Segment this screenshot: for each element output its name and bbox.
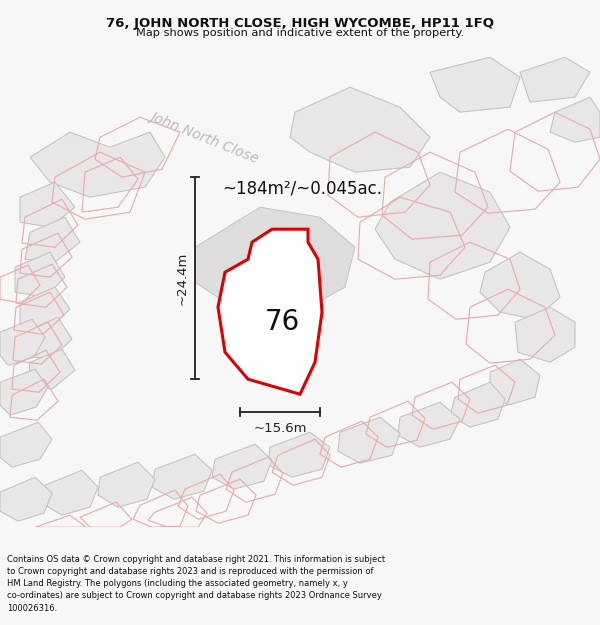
Text: 76: 76	[265, 308, 299, 336]
Polygon shape	[480, 253, 560, 319]
Polygon shape	[0, 319, 45, 365]
Polygon shape	[375, 173, 510, 279]
Text: Contains OS data © Crown copyright and database right 2021. This information is : Contains OS data © Crown copyright and d…	[7, 555, 385, 612]
Polygon shape	[212, 444, 272, 489]
Polygon shape	[28, 349, 75, 389]
Polygon shape	[195, 208, 355, 312]
Polygon shape	[42, 470, 98, 515]
Text: ~184m²/~0.045ac.: ~184m²/~0.045ac.	[222, 179, 382, 198]
Polygon shape	[290, 88, 430, 172]
Text: ~24.4m: ~24.4m	[176, 251, 189, 305]
Polygon shape	[152, 454, 212, 499]
Polygon shape	[0, 478, 52, 521]
Text: Map shows position and indicative extent of the property.: Map shows position and indicative extent…	[136, 28, 464, 38]
Polygon shape	[30, 132, 165, 198]
Polygon shape	[520, 58, 590, 102]
Polygon shape	[20, 182, 75, 228]
Polygon shape	[338, 418, 400, 463]
Polygon shape	[490, 359, 540, 405]
Text: ~15.6m: ~15.6m	[253, 422, 307, 435]
Polygon shape	[15, 253, 65, 298]
Polygon shape	[550, 98, 600, 142]
Polygon shape	[268, 432, 330, 478]
Polygon shape	[515, 308, 575, 362]
Polygon shape	[98, 462, 155, 508]
Text: John North Close: John North Close	[149, 109, 261, 166]
Text: 76, JOHN NORTH CLOSE, HIGH WYCOMBE, HP11 1FQ: 76, JOHN NORTH CLOSE, HIGH WYCOMBE, HP11…	[106, 18, 494, 31]
Polygon shape	[430, 58, 520, 112]
Polygon shape	[218, 229, 322, 394]
Polygon shape	[0, 422, 52, 468]
Polygon shape	[450, 382, 505, 428]
Polygon shape	[20, 288, 70, 329]
Polygon shape	[0, 369, 48, 415]
Polygon shape	[398, 402, 460, 448]
Polygon shape	[22, 318, 72, 359]
Polygon shape	[25, 217, 80, 262]
